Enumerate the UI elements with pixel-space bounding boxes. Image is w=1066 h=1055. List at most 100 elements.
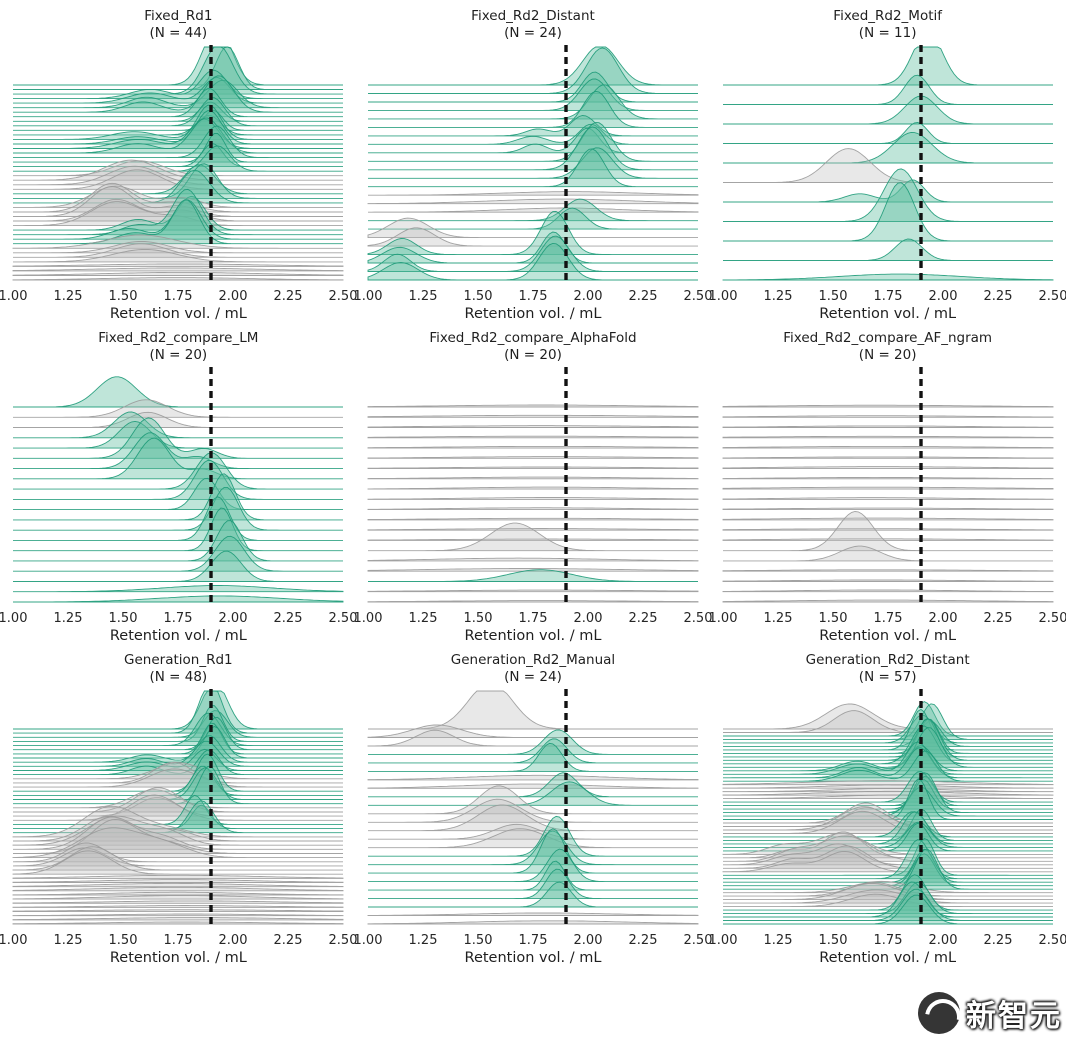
x-tick-label: 1.25: [54, 933, 83, 948]
ridgeline-plot: 1.00 1.25 1.50 1.75 2.00 2.25 2.50: [708, 367, 1066, 626]
x-tick-label: 2.00: [928, 611, 957, 626]
panel-sample-count: (N = 20): [149, 347, 208, 363]
x-tick-label: 1.50: [109, 289, 138, 304]
x-tick-label: 2.00: [219, 289, 248, 304]
panel-title: Generation_Rd1: [124, 652, 233, 668]
x-tick-label: 2.00: [928, 933, 957, 948]
x-tick-label: 2.50: [329, 611, 358, 626]
x-tick-label: 1.50: [818, 289, 847, 304]
x-tick-label: 2.50: [684, 611, 713, 626]
x-tick-label: 2.25: [629, 933, 658, 948]
panel-title: Fixed_Rd1: [144, 8, 213, 24]
ridgeline-plot: 1.00 1.25 1.50 1.75 2.00 2.25 2.50: [0, 45, 358, 304]
x-tick-label: 2.50: [684, 289, 713, 304]
panel-sample-count: (N = 11): [858, 25, 917, 41]
x-tick-label: 2.25: [274, 611, 303, 626]
x-axis-label: Retention vol. / mL: [464, 950, 602, 966]
x-tick-label: 1.25: [54, 289, 83, 304]
x-tick-label: 2.50: [1038, 611, 1066, 626]
x-tick-label: 1.50: [109, 611, 138, 626]
x-axis-label: Retention vol. / mL: [109, 628, 247, 644]
x-tick-label: 2.25: [983, 933, 1012, 948]
x-tick-label: 1.75: [873, 611, 902, 626]
x-tick-label: 1.00: [354, 289, 383, 304]
ridgeline-plot: 1.00 1.25 1.50 1.75 2.00 2.25 2.50: [354, 367, 712, 626]
x-tick-label: 1.75: [164, 611, 193, 626]
panel-title: Generation_Rd2_Manual: [450, 652, 616, 668]
x-tick-label: 1.00: [354, 933, 383, 948]
x-tick-label: 1.00: [708, 611, 737, 626]
ridgeline-panel: Fixed_Rd2_compare_AF_ngram (N = 20) 1.00 1.…: [708, 330, 1066, 644]
panel-title: Generation_Rd2_Distant: [805, 652, 970, 668]
x-axis-label: Retention vol. / mL: [109, 306, 247, 322]
x-tick-label: 1.50: [818, 611, 847, 626]
x-tick-label: 1.50: [464, 933, 493, 948]
ridgeline-panel: Generation_Rd2_Distant (N = 57) 1.00 1.25 1.…: [708, 652, 1066, 966]
x-tick-label: 1.75: [873, 933, 902, 948]
ridgeline-panel: Fixed_Rd2_Distant (N = 24) 1.00 1.25 1.50 1.7…: [354, 8, 713, 322]
x-tick-label: 1.00: [0, 289, 28, 304]
x-tick-label: 2.50: [329, 289, 358, 304]
x-tick-label: 2.25: [629, 289, 658, 304]
watermark: 新智元: [918, 991, 1062, 1035]
x-tick-label: 2.25: [983, 611, 1012, 626]
x-tick-label: 1.50: [818, 933, 847, 948]
panel-title: Fixed_Rd2_compare_AlphaFold: [429, 330, 637, 346]
x-tick-label: 1.00: [708, 289, 737, 304]
panel-sample-count: (N = 57): [858, 669, 917, 685]
x-tick-label: 1.50: [464, 289, 493, 304]
panel-sample-count: (N = 20): [858, 347, 917, 363]
x-tick-label: 1.75: [519, 933, 548, 948]
x-tick-label: 1.25: [763, 611, 792, 626]
x-tick-label: 1.25: [763, 933, 792, 948]
x-tick-label: 2.50: [1038, 289, 1066, 304]
x-tick-label: 1.25: [409, 611, 438, 626]
x-tick-label: 1.75: [164, 933, 193, 948]
ridgeline-panel: Fixed_Rd2_Motif (N = 11) 1.00 1.25 1.50 1.75 2…: [708, 8, 1066, 322]
x-tick-label: 2.00: [574, 933, 603, 948]
panel-sample-count: (N = 20): [504, 347, 562, 363]
ridgeline-plot: 1.00 1.25 1.50 1.75 2.00 2.25 2.50: [0, 689, 358, 948]
x-axis-label: Retention vol. / mL: [464, 628, 602, 644]
x-tick-label: 1.50: [464, 611, 493, 626]
x-tick-label: 1.75: [519, 289, 548, 304]
x-axis-label: Retention vol. / mL: [819, 628, 957, 644]
x-tick-label: 1.75: [164, 289, 193, 304]
x-tick-label: 2.00: [928, 289, 957, 304]
x-tick-label: 2.50: [329, 933, 358, 948]
x-tick-label: 1.00: [0, 933, 28, 948]
panel-title: Fixed_Rd2_compare_LM: [98, 330, 259, 346]
x-tick-label: 2.00: [219, 933, 248, 948]
x-axis-label: Retention vol. / mL: [819, 306, 957, 322]
x-tick-label: 1.25: [54, 611, 83, 626]
x-tick-label: 1.25: [409, 933, 438, 948]
ridgeline-panel: Generation_Rd2_Manual (N = 24) 1.00 1.25 1.5…: [354, 652, 713, 966]
ridgeline-panel: Fixed_Rd2_compare_AlphaFold (N = 20) 1.00 1…: [354, 330, 713, 644]
x-tick-label: 2.25: [274, 933, 303, 948]
x-tick-label: 1.00: [708, 933, 737, 948]
x-axis-label: Retention vol. / mL: [464, 306, 602, 322]
panel-title: Fixed_Rd2_compare_AF_ngram: [783, 330, 993, 346]
x-tick-label: 2.50: [684, 933, 713, 948]
ridgeline-plot: 1.00 1.25 1.50 1.75 2.00 2.25 2.50: [708, 689, 1066, 948]
x-tick-label: 2.00: [219, 611, 248, 626]
ridgeline-plot: 1.00 1.25 1.50 1.75 2.00 2.25 2.50: [0, 367, 358, 626]
panel-title: Fixed_Rd2_Distant: [471, 8, 595, 24]
x-tick-label: 1.00: [354, 611, 383, 626]
ridgeline-panel: Fixed_Rd1 (N = 44) 1.00 1.25 1.50 1.75 2.00 2.2…: [0, 8, 358, 322]
x-tick-label: 1.75: [873, 289, 902, 304]
x-tick-label: 1.25: [763, 289, 792, 304]
x-tick-label: 1.50: [109, 933, 138, 948]
ridgeline-panel: Fixed_Rd2_compare_LM (N = 20) 1.00 1.25 1.50…: [0, 330, 358, 644]
x-axis-label: Retention vol. / mL: [109, 950, 247, 966]
x-tick-label: 2.50: [1038, 933, 1066, 948]
watermark-logo-icon: [918, 992, 960, 1034]
x-tick-label: 2.25: [629, 611, 658, 626]
ridgeline-plot: 1.00 1.25 1.50 1.75 2.00 2.25 2.50: [354, 689, 712, 948]
panel-sample-count: (N = 48): [149, 669, 208, 685]
watermark-text: 新智元: [966, 999, 1062, 1034]
panel-sample-count: (N = 44): [149, 25, 208, 41]
panel-title: Fixed_Rd2_Motif: [833, 8, 943, 24]
x-tick-label: 2.25: [983, 289, 1012, 304]
ridgeline-panel: Generation_Rd1 (N = 48) 1.00 1.25 1.50 1.75 2.…: [0, 652, 358, 966]
